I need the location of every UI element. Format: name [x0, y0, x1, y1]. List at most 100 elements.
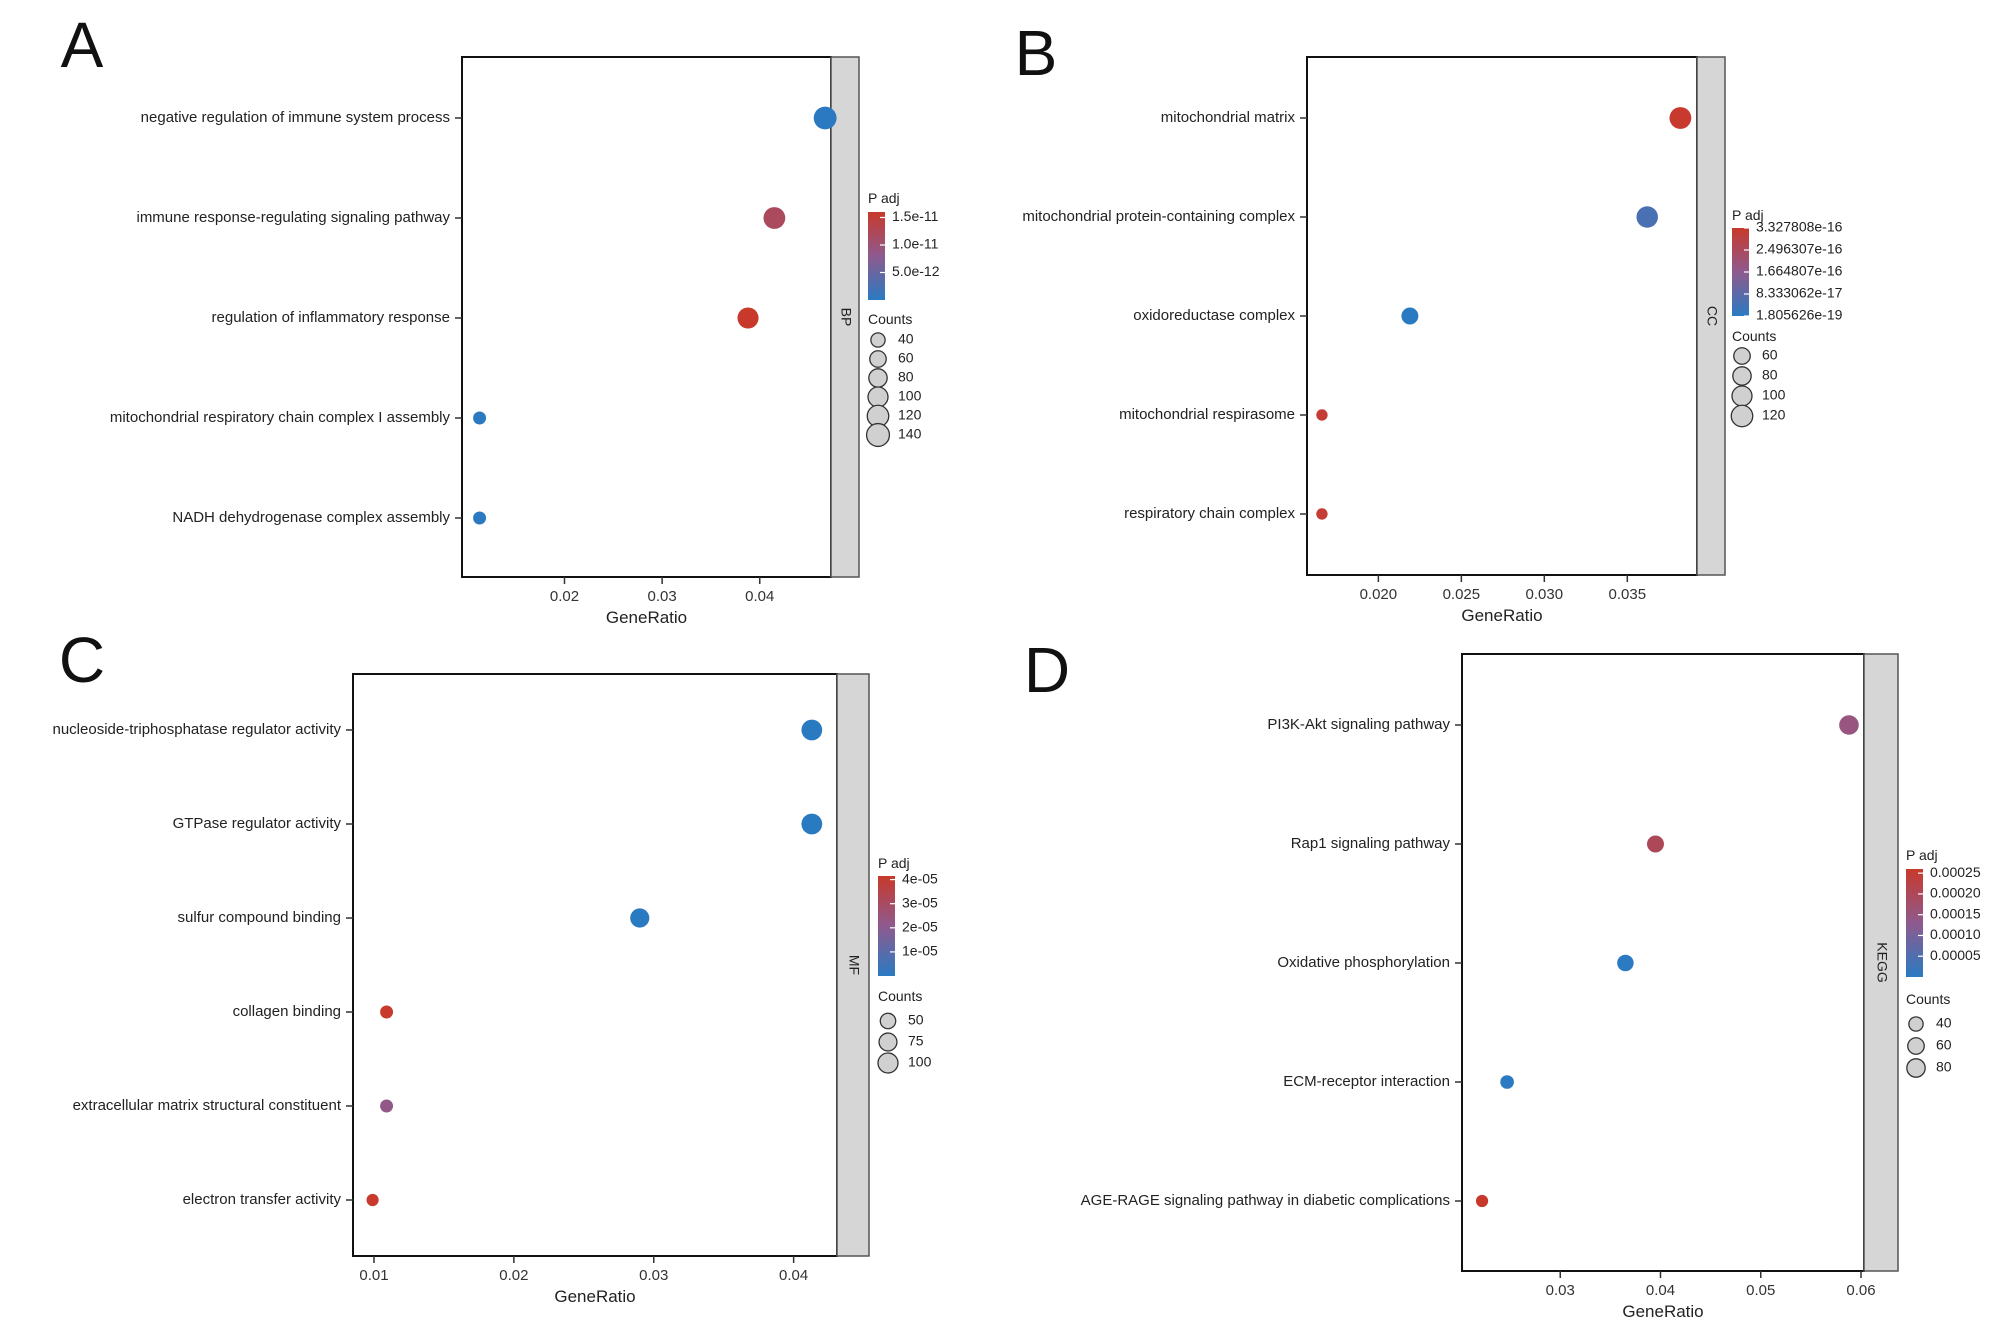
panel-B: B CC 0.020 0.025 0.030 0.035 GeneRatio mitochon…: [1015, 17, 1843, 625]
padj-legend-title: P adj: [1906, 847, 1938, 863]
colorbar-tick-label: 1.0e-11: [892, 236, 939, 252]
category-label: oxidoreductase complex: [1133, 307, 1295, 324]
counts-legend-label: 80: [1762, 367, 1778, 383]
counts-legend-key: [1906, 1058, 1926, 1078]
counts-legend-label: 40: [1936, 1015, 1952, 1031]
data-point: [473, 511, 487, 525]
data-point: [1316, 409, 1328, 421]
facet-strip-label: MF: [846, 955, 862, 975]
counts-legend-key: [865, 422, 891, 448]
data-point: [763, 207, 786, 229]
counts-legend-label: 40: [898, 331, 914, 347]
data-point: [1669, 107, 1692, 129]
counts-legend-label: 120: [1762, 407, 1786, 423]
colorbar-tick-label: 0.00010: [1930, 926, 1981, 942]
x-axis-title: GeneRatio: [1461, 606, 1542, 625]
panel-D: D KEGG 0.03 0.04 0.05 0.06 GeneRatio PI3K-Akt s…: [1024, 634, 1981, 1321]
x-tick-label: 0.025: [1443, 586, 1481, 603]
colorbar-tick-label: 0.00015: [1930, 905, 1981, 921]
data-point: [1401, 307, 1419, 325]
facet-strip: [1696, 56, 1726, 576]
panel-letter: B: [1015, 17, 1058, 89]
padj-legend: P adj 1.5e-11 1.0e-11 5.0e-12: [868, 190, 940, 300]
data-point: [630, 908, 650, 928]
category-label: extracellular matrix structural constitu…: [73, 1097, 342, 1114]
plot-frame: [461, 56, 832, 578]
colorbar-tick-label: 3.327808e-16: [1756, 219, 1843, 235]
x-tick-label: 0.020: [1360, 586, 1398, 603]
colorbar-tick-label: 3e-05: [902, 894, 938, 910]
counts-legend-label: 80: [1936, 1059, 1952, 1075]
padj-legend-title: P adj: [1732, 207, 1764, 223]
x-axis-title: GeneRatio: [554, 1287, 635, 1306]
counts-legend-key: [879, 1012, 897, 1030]
x-tick-label: 0.06: [1846, 1282, 1875, 1299]
facet-strip-label: CC: [1704, 306, 1720, 326]
x-tick-label: 0.03: [1546, 1282, 1575, 1299]
category-label: Oxidative phosphorylation: [1277, 954, 1450, 971]
x-tick-label: 0.04: [1646, 1282, 1675, 1299]
counts-legend: Counts 50 75 100: [877, 988, 932, 1074]
counts-legend-label: 60: [1762, 347, 1778, 363]
data-point: [1839, 715, 1859, 735]
facet-strip: [830, 56, 860, 578]
category-label: electron transfer activity: [183, 1191, 342, 1208]
counts-legend-key: [1732, 366, 1752, 386]
counts-legend-label: 120: [898, 407, 922, 423]
counts-legend-label: 60: [898, 350, 914, 366]
facet-strip: [836, 673, 870, 1257]
data-point: [1475, 1194, 1489, 1208]
colorbar-tick-label: 1.805626e-19: [1756, 307, 1843, 323]
colorbar-tick-label: 1.664807e-16: [1756, 263, 1843, 279]
colorbar-tick-label: 4e-05: [902, 870, 938, 886]
data-point: [366, 1193, 379, 1207]
padj-legend-title: P adj: [878, 855, 910, 871]
x-tick-label: 0.035: [1609, 586, 1647, 603]
colorbar-tick-label: 2e-05: [902, 919, 938, 935]
counts-legend-key: [1731, 385, 1753, 407]
x-tick-label: 0.030: [1526, 586, 1564, 603]
counts-legend-label: 75: [908, 1033, 924, 1049]
counts-legend-key: [878, 1032, 898, 1052]
facet-strip-label: BP: [838, 308, 854, 327]
x-tick-label: 0.05: [1746, 1282, 1775, 1299]
colorbar-tick-label: 0.00005: [1930, 947, 1981, 963]
category-label: nucleoside-triphosphatase regulator acti…: [53, 721, 342, 738]
counts-legend-key: [1733, 347, 1751, 365]
x-tick-label: 0.04: [745, 588, 774, 605]
counts-legend-key: [870, 332, 886, 348]
colorbar-tick-label: 0.00020: [1930, 885, 1981, 901]
counts-legend-title: Counts: [1732, 328, 1776, 344]
x-tick-label: 0.02: [550, 588, 579, 605]
counts-legend-title: Counts: [868, 311, 912, 327]
plot-frame: [352, 673, 838, 1257]
counts-legend-key: [1907, 1037, 1925, 1055]
counts-legend-title: Counts: [878, 988, 922, 1004]
category-label: mitochondrial matrix: [1161, 109, 1296, 126]
data-point: [813, 106, 837, 130]
data-point: [1646, 835, 1664, 853]
counts-legend-label: 50: [908, 1012, 924, 1028]
panel-A: A BP 0.02 0.03 0.04 GeneRatio negative regulat…: [61, 9, 940, 627]
category-label: AGE-RAGE signaling pathway in diabetic c…: [1081, 1192, 1450, 1209]
category-label: PI3K-Akt signaling pathway: [1267, 716, 1450, 733]
category-label: mitochondrial respiratory chain complex …: [110, 409, 451, 426]
counts-legend-label: 140: [898, 426, 922, 442]
category-label: sulfur compound binding: [178, 909, 341, 926]
data-point: [473, 411, 487, 425]
panel-letter: A: [61, 9, 104, 81]
padj-colorbar: [878, 876, 895, 976]
counts-legend-key: [877, 1052, 899, 1074]
panel-letter: C: [59, 624, 105, 696]
counts-legend-label: 80: [898, 369, 914, 385]
category-label: negative regulation of immune system pro…: [141, 109, 450, 126]
data-point: [801, 719, 823, 741]
colorbar-tick-label: 1e-05: [902, 943, 938, 959]
data-point: [801, 813, 823, 835]
plot-frame: [1461, 653, 1865, 1272]
data-point: [380, 1099, 394, 1113]
counts-legend-label: 100: [1762, 387, 1786, 403]
